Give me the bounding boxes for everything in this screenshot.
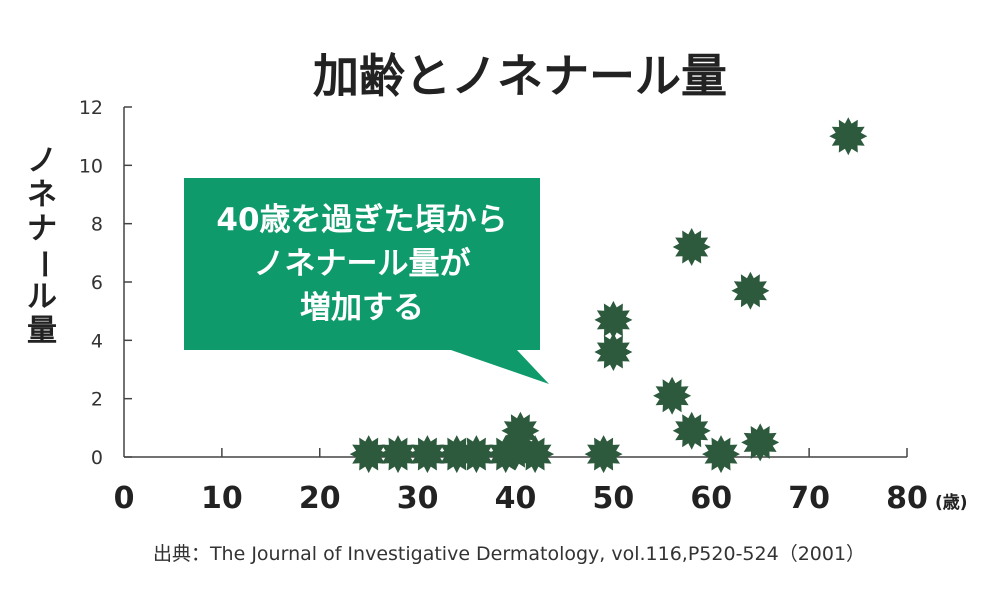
data-point	[829, 117, 868, 156]
data-point	[653, 376, 692, 415]
y-tick-label: 12	[79, 97, 103, 119]
y-tick-label: 6	[91, 272, 103, 294]
x-axis-unit: (歳)	[935, 492, 968, 513]
data-point	[496, 432, 535, 471]
chart-title: 加齢とノネナール量	[313, 49, 727, 103]
x-tick-label: 80	[886, 481, 928, 516]
callout-line: ノネナール量が	[254, 246, 471, 282]
x-tick-label: 60	[690, 481, 732, 516]
data-point	[516, 435, 555, 474]
data-point	[457, 435, 496, 474]
data-point	[741, 423, 780, 462]
data-point	[379, 435, 417, 474]
x-tick-label: 10	[201, 481, 243, 516]
y-tick-label: 2	[91, 389, 103, 411]
x-tick-label: 0	[114, 481, 135, 516]
callout-line: 増加する	[300, 290, 424, 326]
callout-pointer	[448, 349, 549, 384]
data-point	[672, 411, 711, 450]
callout-line: 40歳を過ぎた頃から	[216, 202, 507, 238]
y-axis-label-char: ル	[27, 280, 57, 315]
data-point	[349, 435, 388, 474]
y-axis-label-char: ネ	[27, 178, 57, 213]
source-note: 出典：The Journal of Investigative Dermatol…	[153, 543, 865, 565]
y-axis-label-char: 量	[27, 314, 57, 349]
data-point	[672, 228, 711, 266]
y-axis-label: ノネナール量	[26, 144, 61, 349]
x-tick-label: 20	[299, 481, 341, 516]
data-point	[702, 435, 740, 474]
data-point	[408, 435, 447, 474]
x-tick-label: 50	[593, 481, 635, 516]
data-point	[437, 435, 476, 474]
y-tick-label: 10	[79, 155, 103, 177]
data-point	[501, 411, 540, 450]
data-points	[349, 117, 868, 474]
callout-box	[184, 178, 540, 350]
data-point	[584, 435, 623, 474]
x-tick-label: 70	[788, 481, 830, 516]
data-point	[594, 300, 633, 339]
x-ticks: 0 10 20 30 40 50 60 70 80	[114, 448, 928, 516]
y-tick-label: 8	[91, 214, 103, 236]
y-ticks: 0 2 4 6 8 10 12	[79, 97, 132, 469]
y-tick-label: 4	[91, 330, 103, 352]
data-point	[594, 333, 633, 371]
y-axis-label-char: ノ	[27, 144, 57, 179]
data-point	[731, 271, 770, 310]
y-tick-label: 0	[91, 447, 103, 469]
x-tick-label: 30	[397, 481, 439, 516]
x-tick-label: 40	[495, 481, 537, 516]
y-axis-label-char: ー	[26, 249, 61, 279]
y-axis-label-char: ナ	[27, 212, 57, 247]
